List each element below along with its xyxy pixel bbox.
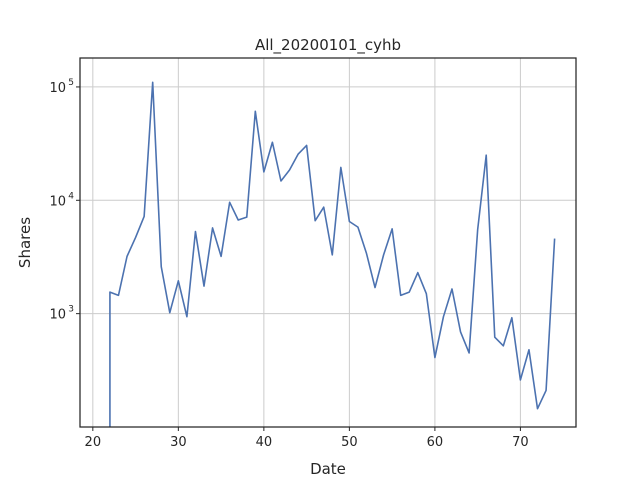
x-tick-label: 70 (512, 435, 529, 450)
x-tick-label: 20 (85, 435, 102, 450)
x-tick-label: 30 (170, 435, 187, 450)
y-tick-exponent: 3 (68, 305, 74, 315)
y-tick-label: 10 (49, 308, 66, 323)
x-tick-label: 40 (256, 435, 273, 450)
chart-title: All_20200101_cyhb (255, 36, 401, 55)
y-tick-label: 10 (49, 194, 66, 209)
x-tick-label: 60 (427, 435, 444, 450)
series-line-0 (109, 81, 556, 427)
y-tick-exponent: 4 (68, 191, 74, 201)
grid-lines (80, 58, 576, 427)
x-tick-label: 50 (341, 435, 358, 450)
y-axis-label: Shares (16, 217, 34, 268)
x-axis-ticks: 20 30 40 50 60 70 (85, 427, 529, 450)
y-tick-exponent: 5 (68, 78, 74, 88)
x-axis-label: Date (310, 460, 346, 478)
plot-frame (79, 57, 577, 428)
y-tick-label: 10 (49, 81, 66, 96)
plot-lines (109, 81, 556, 427)
